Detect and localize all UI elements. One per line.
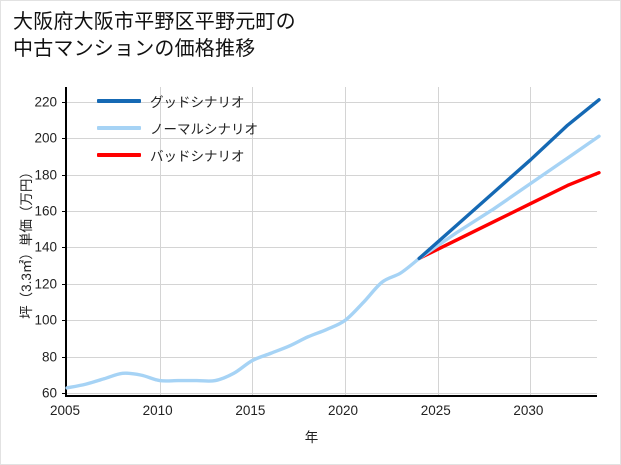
- gridline-horizontal: [67, 138, 597, 140]
- gridline-horizontal: [67, 320, 597, 322]
- gridline-vertical: [345, 87, 347, 395]
- y-tick-label: 100: [34, 312, 57, 328]
- legend-label: バッドシナリオ: [150, 149, 245, 164]
- series-line: [417, 98, 601, 261]
- y-tick-label: 160: [34, 203, 57, 219]
- gridline-vertical: [252, 87, 254, 395]
- legend-color-swatch: [97, 99, 141, 103]
- gridline-horizontal: [67, 174, 597, 176]
- series-line: [417, 171, 601, 261]
- legend-item[interactable]: ノーマルシナリオ: [97, 118, 258, 138]
- y-tick-label: 200: [34, 130, 57, 146]
- y-axis-label: 坪（3.3㎡）単価（万円）: [15, 87, 35, 397]
- x-tick-label: 2030: [513, 403, 544, 418]
- y-axis-label-text: 坪（3.3㎡）単価（万円）: [19, 165, 34, 319]
- x-tick-label: 2010: [142, 403, 173, 418]
- y-tick-mark: [62, 138, 67, 140]
- x-axis-label: 年: [304, 430, 319, 445]
- gridline-vertical: [530, 87, 532, 395]
- gridline-horizontal: [67, 283, 597, 285]
- y-tick-mark: [62, 393, 67, 395]
- x-tick-label: 2020: [328, 403, 359, 418]
- x-tick-label: 2025: [420, 403, 451, 418]
- gridline-horizontal: [67, 101, 597, 103]
- legend-color-swatch: [97, 153, 141, 157]
- chart-legend: グッドシナリオ ノーマルシナリオ バッドシナリオ: [97, 91, 258, 165]
- chart-lines: [65, 98, 601, 390]
- x-tick-label: 2005: [49, 403, 81, 418]
- y-tick-label: 220: [34, 94, 57, 110]
- x-tick-label: 2015: [235, 403, 266, 418]
- y-tick-mark: [62, 211, 67, 212]
- legend-item[interactable]: バッドシナリオ: [97, 145, 258, 165]
- gridline-horizontal: [67, 211, 597, 212]
- y-tick-label: 140: [34, 239, 57, 255]
- y-tick-label: 180: [34, 167, 57, 183]
- y-tick-label: 80: [41, 349, 57, 365]
- y-tick-label: 60: [41, 385, 57, 401]
- y-tick-mark: [62, 247, 67, 249]
- series-line: [417, 134, 601, 261]
- legend-label: ノーマルシナリオ: [150, 122, 258, 137]
- gridline-vertical: [159, 87, 161, 395]
- y-tick-mark: [62, 283, 67, 285]
- gridline-horizontal: [67, 247, 597, 249]
- plot-area: [62, 87, 601, 397]
- gridline-horizontal: [67, 356, 597, 358]
- gridline-horizontal: [67, 393, 597, 395]
- legend-label: グッドシナリオ: [150, 95, 245, 110]
- series-line: [65, 256, 421, 390]
- y-tick-mark: [62, 356, 67, 358]
- chart-title: 大阪府大阪市平野区平野元町の 中古マンションの価格推移: [13, 11, 296, 60]
- y-tick-mark: [62, 101, 67, 103]
- y-tick-mark: [62, 174, 67, 176]
- y-tick-label: 120: [34, 276, 57, 292]
- legend-item[interactable]: グッドシナリオ: [97, 91, 258, 111]
- legend-color-swatch: [97, 126, 141, 130]
- y-tick-mark: [62, 320, 67, 322]
